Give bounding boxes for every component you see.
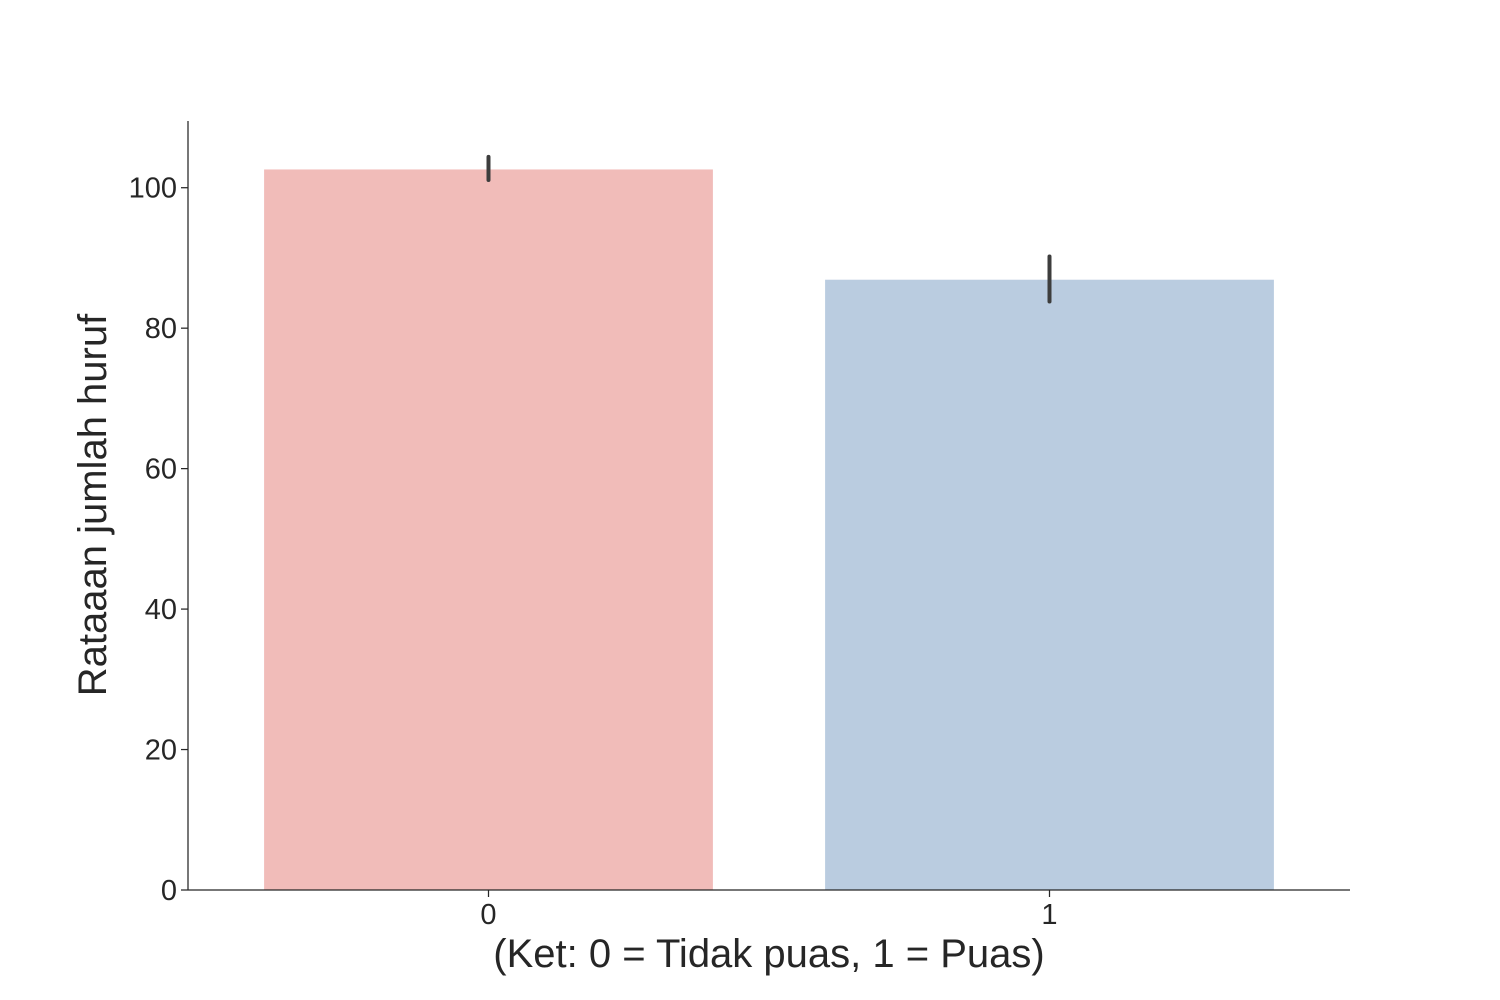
bar-0	[264, 169, 713, 891]
y-axis-label: Rataaan jumlah huruf	[71, 313, 115, 696]
y-ticks-group: 0 20 40 60 80 100	[129, 173, 188, 907]
bar-1	[825, 279, 1274, 891]
y-tick-label-60: 60	[145, 454, 177, 486]
error-bars-group	[486, 154, 1052, 304]
bars-group	[264, 169, 1274, 891]
y-tick-label-40: 40	[145, 594, 177, 626]
y-tick-label-80: 80	[145, 313, 177, 345]
x-axis-label: (Ket: 0 = Tidak puas, 1 = Puas)	[493, 932, 1044, 976]
y-tick-label-100: 100	[129, 173, 177, 205]
x-tick-label-0: 0	[480, 899, 496, 931]
x-tick-label-1: 1	[1041, 899, 1057, 931]
y-tick-label-20: 20	[145, 735, 177, 767]
y-tick-label-0: 0	[161, 875, 177, 907]
